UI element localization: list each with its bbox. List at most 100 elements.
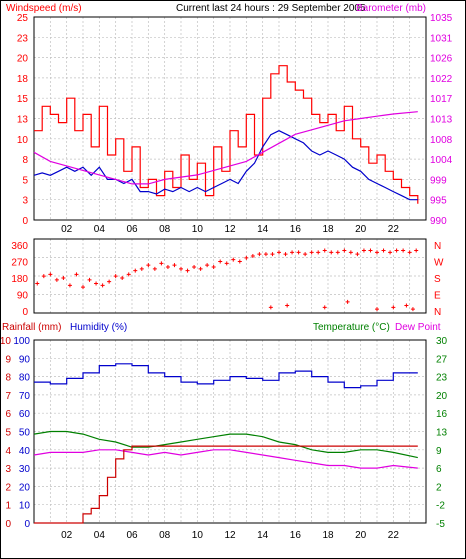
axis-tick-label: 0 <box>24 519 30 530</box>
axis-tick-label: 60 <box>19 409 31 420</box>
axis-tick-label: 30 <box>19 464 31 475</box>
axis-tick-label: 23 <box>436 373 448 384</box>
axis-tick-label: 20 <box>17 54 29 65</box>
axis-tick-label: E <box>434 291 441 302</box>
direction-point <box>172 263 177 268</box>
axis-tick-label: 13 <box>17 115 29 126</box>
x-tick-label: 16 <box>290 224 302 235</box>
axis-tick-label: 360 <box>11 241 28 252</box>
axis-tick-label: -5 <box>436 519 445 530</box>
axis-tick-label: N <box>434 241 441 252</box>
x-tick-label: 02 <box>61 224 73 235</box>
axis-tick-label: 100 <box>13 336 30 347</box>
humidity-panel-frame <box>33 339 427 524</box>
axis-tick-label: 999 <box>430 175 447 186</box>
x-tick-label: 22 <box>388 530 400 541</box>
x-tick-label: 08 <box>159 224 171 235</box>
direction-point <box>87 277 92 282</box>
x-tick-label: 06 <box>126 224 138 235</box>
axis-tick-label: 20 <box>19 482 31 493</box>
axis-tick-label: 7 <box>5 391 11 402</box>
axis-tick-label: 3 <box>5 464 11 475</box>
direction-point <box>231 257 236 262</box>
temperature-axis-title: Temperature (°C) <box>313 322 390 333</box>
direction-point <box>335 250 340 255</box>
wind-left-ticks: 25 23 20 18 15 13 10 8 5 3 0 <box>17 13 29 227</box>
direction-point <box>322 305 327 310</box>
humidity-axis-title: Humidity (%) <box>70 322 127 333</box>
axis-tick-label: 1013 <box>430 115 453 126</box>
axis-tick-label: 9 <box>5 354 11 365</box>
temperature-line <box>33 430 418 459</box>
x-tick-label: 02 <box>61 530 73 541</box>
axis-tick-label: 0 <box>22 307 28 318</box>
axis-tick-label: 18 <box>17 74 29 85</box>
axis-tick-label: 1017 <box>430 94 453 105</box>
direction-point <box>139 266 144 271</box>
direction-point <box>120 276 125 280</box>
direction-point <box>211 265 216 269</box>
direction-point <box>342 248 347 253</box>
direction-left-ticks: 360 270 180 90 0 <box>11 241 28 318</box>
axis-tick-label: 1031 <box>430 33 453 44</box>
barometer-right-ticks: 1035 1031 1026 1022 1017 1013 1008 1004 999 995 99… <box>430 13 453 227</box>
direction-point <box>48 272 53 277</box>
direction-point <box>303 252 308 257</box>
direction-point <box>368 248 373 253</box>
humidity-line <box>34 363 418 389</box>
axis-tick-label: 10 <box>0 336 11 347</box>
direction-point <box>146 263 151 268</box>
axis-tick-label: 990 <box>430 216 447 227</box>
direction-point <box>54 277 59 282</box>
direction-point <box>94 281 99 286</box>
direction-point <box>329 250 334 255</box>
direction-point <box>244 255 249 260</box>
direction-point <box>41 274 46 279</box>
wind-axis-title: Windspeed (m/s) <box>6 3 82 14</box>
direction-point <box>407 250 412 255</box>
axis-tick-label: 27 <box>436 354 448 365</box>
humidity-x-ticks: 02 04 06 08 10 12 14 16 18 20 22 <box>61 530 399 541</box>
direction-point <box>250 254 255 258</box>
direction-point <box>268 305 273 310</box>
x-tick-label: 10 <box>192 530 204 541</box>
x-tick-label: 10 <box>192 224 204 235</box>
direction-point <box>224 261 229 266</box>
x-tick-label: 16 <box>290 530 302 541</box>
axis-tick-label: 1035 <box>430 13 453 24</box>
x-tick-label: 08 <box>159 530 171 541</box>
direction-panel-frame <box>33 238 427 314</box>
temperature-right-ticks: 30 27 23 20 16 13 9 6 2 -2 -5 <box>436 336 448 530</box>
axis-tick-label: 4 <box>5 446 11 457</box>
axis-tick-label: W <box>434 258 444 269</box>
direction-point <box>263 252 268 257</box>
axis-tick-label: 50 <box>19 428 31 439</box>
direction-point <box>113 274 118 279</box>
direction-point <box>309 250 314 255</box>
average-wind-line <box>33 130 418 201</box>
direction-point <box>205 263 210 268</box>
direction-point <box>316 250 321 255</box>
axis-tick-label: 80 <box>19 373 31 384</box>
x-tick-label: 12 <box>224 224 236 235</box>
direction-point <box>185 268 190 273</box>
direction-point <box>35 281 40 286</box>
axis-tick-label: 1004 <box>430 155 453 166</box>
axis-tick-label: 8 <box>5 373 11 384</box>
axis-tick-label: 5 <box>22 175 28 186</box>
direction-series <box>35 248 419 312</box>
x-tick-label: 18 <box>322 224 334 235</box>
axis-tick-label: 70 <box>19 391 31 402</box>
direction-point <box>375 307 379 312</box>
direction-point <box>322 248 327 253</box>
direction-point <box>257 252 262 257</box>
x-tick-label: 22 <box>388 224 400 235</box>
axis-tick-label: 16 <box>436 409 448 420</box>
axis-tick-label: 6 <box>436 464 442 475</box>
direction-point <box>410 307 415 312</box>
direction-point <box>107 279 112 284</box>
